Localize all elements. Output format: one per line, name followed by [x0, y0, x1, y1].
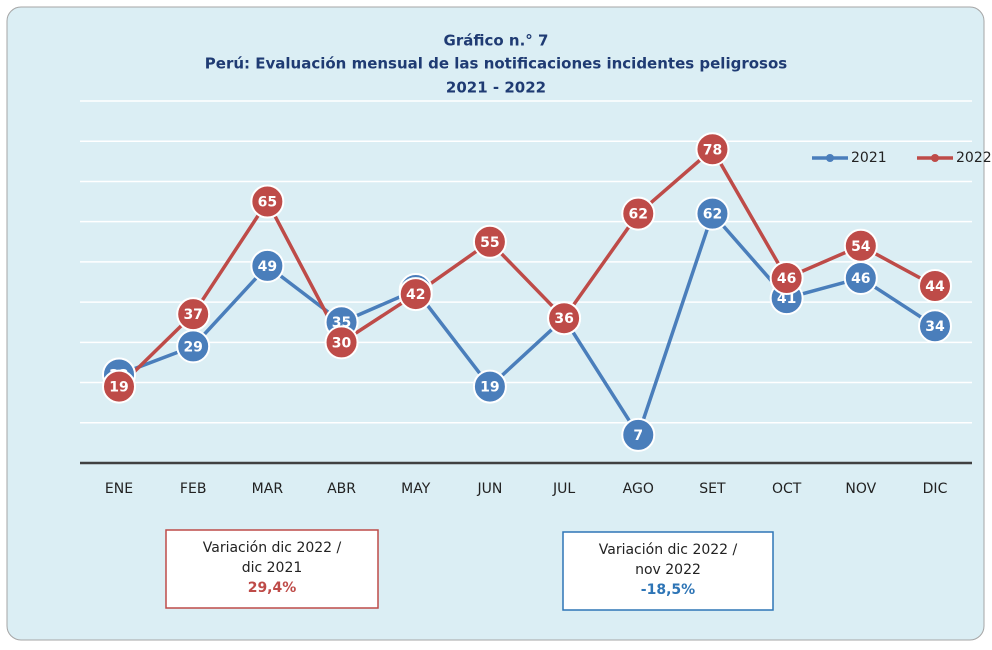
x-tick-label: NOV — [845, 481, 876, 497]
data-label: 37 — [183, 307, 202, 323]
x-tick-label: DIC — [923, 481, 948, 497]
data-point — [472, 224, 507, 259]
data-point — [843, 228, 878, 263]
data-label: 46 — [851, 271, 870, 287]
annotation-value: -18,5% — [641, 582, 695, 598]
data-label: 49 — [258, 259, 277, 275]
data-point — [918, 309, 952, 344]
annotation-text: Variación dic 2022 / — [599, 542, 738, 558]
chart-subtitle: 2021 - 2022 — [446, 79, 546, 97]
x-tick-label: JUL — [552, 481, 575, 497]
annotation-box — [165, 529, 379, 609]
data-label: 7 — [633, 428, 643, 444]
chart-title: Gráfico n.° 7 — [444, 32, 549, 50]
data-label: 42 — [406, 287, 425, 303]
data-point — [250, 184, 285, 219]
x-tick-label: JUN — [476, 481, 502, 497]
data-point — [102, 369, 136, 404]
data-label: 55 — [480, 235, 499, 251]
x-tick-label: FEB — [180, 481, 207, 497]
x-tick-label: SET — [699, 481, 726, 497]
data-label: 65 — [258, 195, 277, 211]
x-tick-label: AGO — [623, 481, 654, 497]
data-point — [621, 417, 656, 452]
data-label: 19 — [480, 380, 499, 396]
legend-label: 2021 — [851, 150, 887, 166]
x-tick-label: MAY — [401, 481, 431, 497]
annotation-value: 29,4% — [248, 580, 297, 596]
data-point — [324, 325, 359, 360]
data-point — [250, 248, 285, 283]
data-point — [398, 277, 433, 312]
annotation-text: nov 2022 — [635, 562, 701, 578]
data-label: 46 — [777, 271, 796, 287]
x-tick-label: MAR — [252, 481, 284, 497]
data-label: 36 — [554, 311, 573, 327]
data-point — [472, 369, 507, 404]
data-point — [695, 196, 730, 231]
data-label: 62 — [703, 207, 722, 223]
annotation-box — [562, 531, 774, 611]
x-tick-label: OCT — [772, 481, 802, 497]
legend-marker — [826, 154, 834, 162]
legend-marker — [931, 154, 939, 162]
data-point — [918, 269, 952, 304]
data-label: 19 — [109, 380, 128, 396]
legend-label: 2022 — [956, 150, 992, 166]
data-label: 78 — [703, 142, 722, 158]
data-point — [547, 301, 582, 336]
data-label: 44 — [925, 279, 945, 295]
panel — [6, 6, 985, 641]
annotation-text: dic 2021 — [242, 560, 303, 576]
annotation-text: Variación dic 2022 / — [203, 540, 342, 556]
x-tick-label: ABR — [327, 481, 356, 497]
data-label: 62 — [629, 207, 648, 223]
data-point — [621, 196, 656, 231]
data-label: 34 — [925, 319, 945, 335]
data-label: 30 — [332, 335, 352, 351]
data-label: 41 — [777, 291, 796, 307]
chart-subtitle: Perú: Evaluación mensual de las notifica… — [205, 55, 787, 73]
data-point — [176, 297, 211, 332]
data-point — [695, 132, 730, 167]
data-label: 54 — [851, 239, 871, 255]
data-label: 29 — [183, 339, 202, 355]
data-point — [769, 260, 804, 295]
x-tick-label: ENE — [105, 481, 133, 497]
